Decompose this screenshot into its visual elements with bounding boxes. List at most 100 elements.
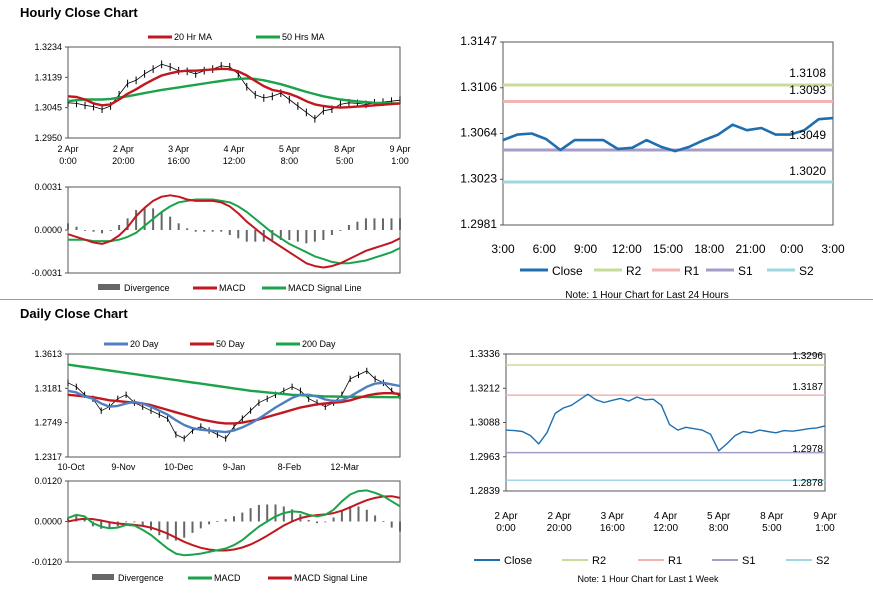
h24-note: Note: 1 Hour Chart for Last 24 Hours — [565, 290, 728, 301]
hourly-divergence-bar — [330, 230, 333, 235]
hourly-signal-line — [68, 198, 401, 265]
hourly-price-x-date-label: 2 Apr — [113, 144, 134, 154]
h24-close-line — [502, 116, 834, 153]
week-level-label-r2: 1.3296 — [792, 351, 823, 362]
daily-x-tick-label: 8-Feb — [278, 462, 302, 472]
hourly-legend-signal-label: MACD Signal Line — [288, 283, 362, 293]
hourly-divergence-bar — [288, 230, 291, 240]
h24-x-tick-label: 0:00 — [780, 242, 804, 256]
week-legend-label-3: S1 — [742, 555, 755, 567]
hourly-divergence-bar — [254, 230, 257, 242]
hourly-divergence-bar — [364, 218, 367, 230]
daily-legend-divergence-swatch — [92, 574, 114, 580]
h24-x-tick-label: 15:00 — [653, 242, 683, 256]
daily-price-y-tick-label: 1.3613 — [34, 349, 62, 359]
daily-divergence-bar — [249, 508, 252, 522]
hourly-price-x-time-label: 1:00 — [391, 156, 409, 166]
hourly-divergence-bar — [237, 230, 240, 239]
daily-divergence-bar — [257, 504, 260, 522]
daily-price-y-tick-label: 1.2317 — [34, 452, 62, 462]
daily-200ma-line — [67, 363, 400, 399]
h24-x-tick-label: 12:00 — [612, 242, 642, 256]
hourly-price-x-date-label: 2 Apr — [57, 144, 78, 154]
hourly-macd-y-tick-label: -0.0031 — [31, 268, 62, 278]
h24-x-tick-label: 9:00 — [574, 242, 598, 256]
hourly-price-y-tick-label: 1.3139 — [34, 72, 62, 82]
daily-divergence-bar — [349, 506, 352, 522]
daily-legend-200-label: 200 Day — [302, 339, 336, 349]
hourly-macd-frame — [67, 186, 401, 274]
hourly-divergence-bar — [271, 230, 274, 240]
daily-divergence-bar — [125, 521, 128, 523]
hourly-macd-y-tick-label: 0.0031 — [34, 182, 62, 192]
h24-x-tick-label: 3:00 — [491, 242, 515, 256]
hourly-divergence-bar — [118, 225, 121, 230]
hourly-divergence-bar — [160, 211, 163, 230]
hourly-price-x-time-label: 5:00 — [336, 156, 354, 166]
hourly-divergence-bar — [322, 230, 325, 240]
hourly-divergence-bar — [186, 228, 189, 230]
hourly-legend-divergence-swatch — [98, 284, 120, 290]
week-note: Note: 1 Hour Chart for Last 1 Week — [578, 574, 719, 584]
week-legend-label-0: Close — [504, 555, 532, 567]
hourly-price-x-time-label: 0:00 — [59, 156, 77, 166]
hourly-divergence-bar — [177, 223, 180, 230]
daily-divergence-bar — [374, 515, 377, 522]
daily-divergence-bar — [390, 521, 393, 528]
daily-macd-line — [67, 489, 401, 557]
h24-y-tick-label: 1.3147 — [460, 34, 497, 48]
daily-divergence-bar — [208, 521, 211, 525]
daily-divergence-bar — [150, 521, 152, 531]
week-date-label: 3 Apr — [601, 511, 625, 522]
week-legend-label-2: R1 — [668, 555, 682, 567]
hourly-macd-line — [67, 194, 401, 269]
hourly-divergence-bar — [92, 230, 95, 232]
hourly-divergence-bar — [84, 230, 87, 231]
daily-divergence-bar — [340, 510, 343, 522]
h24-level-label-r2: 1.3108 — [789, 66, 826, 80]
daily-divergence-bar — [216, 521, 219, 522]
daily-divergence-bar — [274, 504, 277, 522]
h24-x-tick-label: 6:00 — [533, 242, 557, 256]
week-legend-label-1: R2 — [592, 555, 606, 567]
hourly-divergence-bar — [109, 230, 112, 231]
hourly-divergence-bar — [399, 218, 401, 230]
hourly-divergence-bar — [143, 208, 146, 230]
week-y-tick-label: 1.3088 — [469, 418, 500, 429]
h24-x-tick-label: 3:00 — [821, 242, 845, 256]
daily-price-y-tick-label: 1.2749 — [34, 418, 62, 428]
daily-divergence-bar — [382, 521, 385, 522]
week-date-label: 2 Apr — [547, 511, 571, 522]
daily-macd-y-tick-label: 0.0000 — [34, 517, 62, 527]
daily-macd-y-tick-label: 0.0120 — [34, 476, 62, 486]
week-level-label-s2: 1.2878 — [792, 478, 823, 489]
hourly-divergence-bar — [228, 230, 231, 235]
hourly-price-x-time-label: 12:00 — [223, 156, 246, 166]
hourly-divergence-bar — [135, 210, 138, 230]
h24-y-tick-label: 1.3106 — [460, 80, 497, 94]
hourly-divergence-bar — [220, 230, 223, 232]
week-time-label: 20:00 — [547, 523, 572, 534]
h24-level-label-s2: 1.3020 — [789, 164, 826, 178]
daily-20ma-line — [67, 381, 401, 434]
week-time-label: 0:00 — [496, 523, 516, 534]
week-time-label: 1:00 — [815, 523, 835, 534]
week-time-label: 5:00 — [762, 523, 782, 534]
week-time-label: 12:00 — [653, 523, 678, 534]
hourly-price-y-tick-label: 1.3045 — [34, 103, 62, 113]
daily-price-frame — [67, 353, 401, 458]
week-level-label-r1: 1.3187 — [792, 382, 823, 393]
h24-y-tick-label: 1.3023 — [460, 171, 497, 185]
daily-divergence-bar — [399, 521, 401, 532]
h24-legend-label-2: R1 — [684, 264, 700, 278]
hourly-divergence-bar — [169, 216, 172, 230]
hourly-divergence-bar — [381, 218, 384, 230]
hourly-divergence-bar — [101, 230, 104, 234]
daily-legend-divergence-label: Divergence — [118, 573, 164, 583]
daily-divergence-bar — [291, 509, 294, 522]
hourly-20ma-line — [67, 67, 401, 109]
hourly-divergence-bar — [390, 218, 393, 230]
week-date-label: 5 Apr — [707, 511, 731, 522]
hourly-price-y-tick-label: 1.3234 — [34, 42, 62, 52]
h24-y-tick-label: 1.3064 — [460, 126, 497, 140]
